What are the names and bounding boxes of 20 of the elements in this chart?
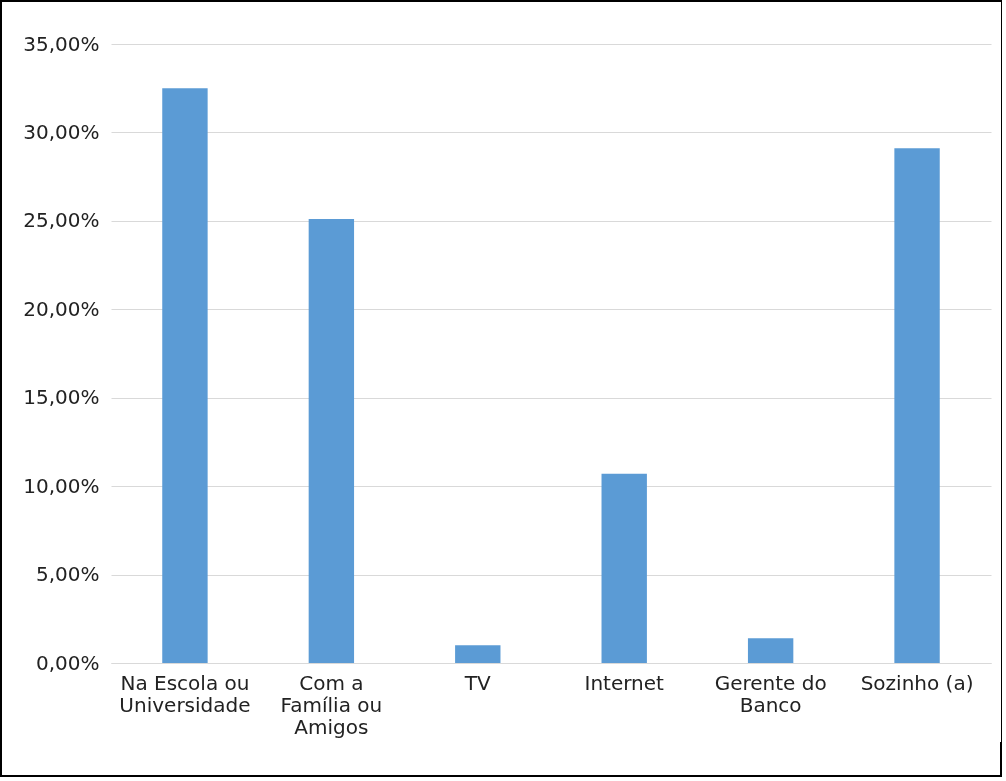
y-tick-label: 25,00% xyxy=(23,208,100,233)
y-tick-label: 5,00% xyxy=(35,562,100,587)
x-tick-label: TV xyxy=(463,670,492,695)
y-tick-label: 35,00% xyxy=(23,31,100,56)
x-tick-label: Na Escola ou Universidade xyxy=(119,670,251,717)
y-tick-label: 30,00% xyxy=(23,119,100,144)
y-tick-label: 0,00% xyxy=(35,650,100,675)
x-tick-label: Com a Família ou Amigos xyxy=(280,670,383,739)
x-tick-label: Sozinho (a) xyxy=(860,670,974,695)
y-tick-label: 10,00% xyxy=(23,473,100,498)
x-tick-label: Gerente do Banco xyxy=(714,670,827,717)
bar xyxy=(455,645,501,663)
y-tick-label: 20,00% xyxy=(23,296,100,321)
bar xyxy=(747,638,794,663)
x-tick-label: Internet xyxy=(584,670,665,695)
y-tick-label: 15,00% xyxy=(23,385,100,410)
bar xyxy=(162,88,208,663)
bar xyxy=(601,473,647,663)
bar xyxy=(894,148,940,663)
bar xyxy=(308,219,355,663)
